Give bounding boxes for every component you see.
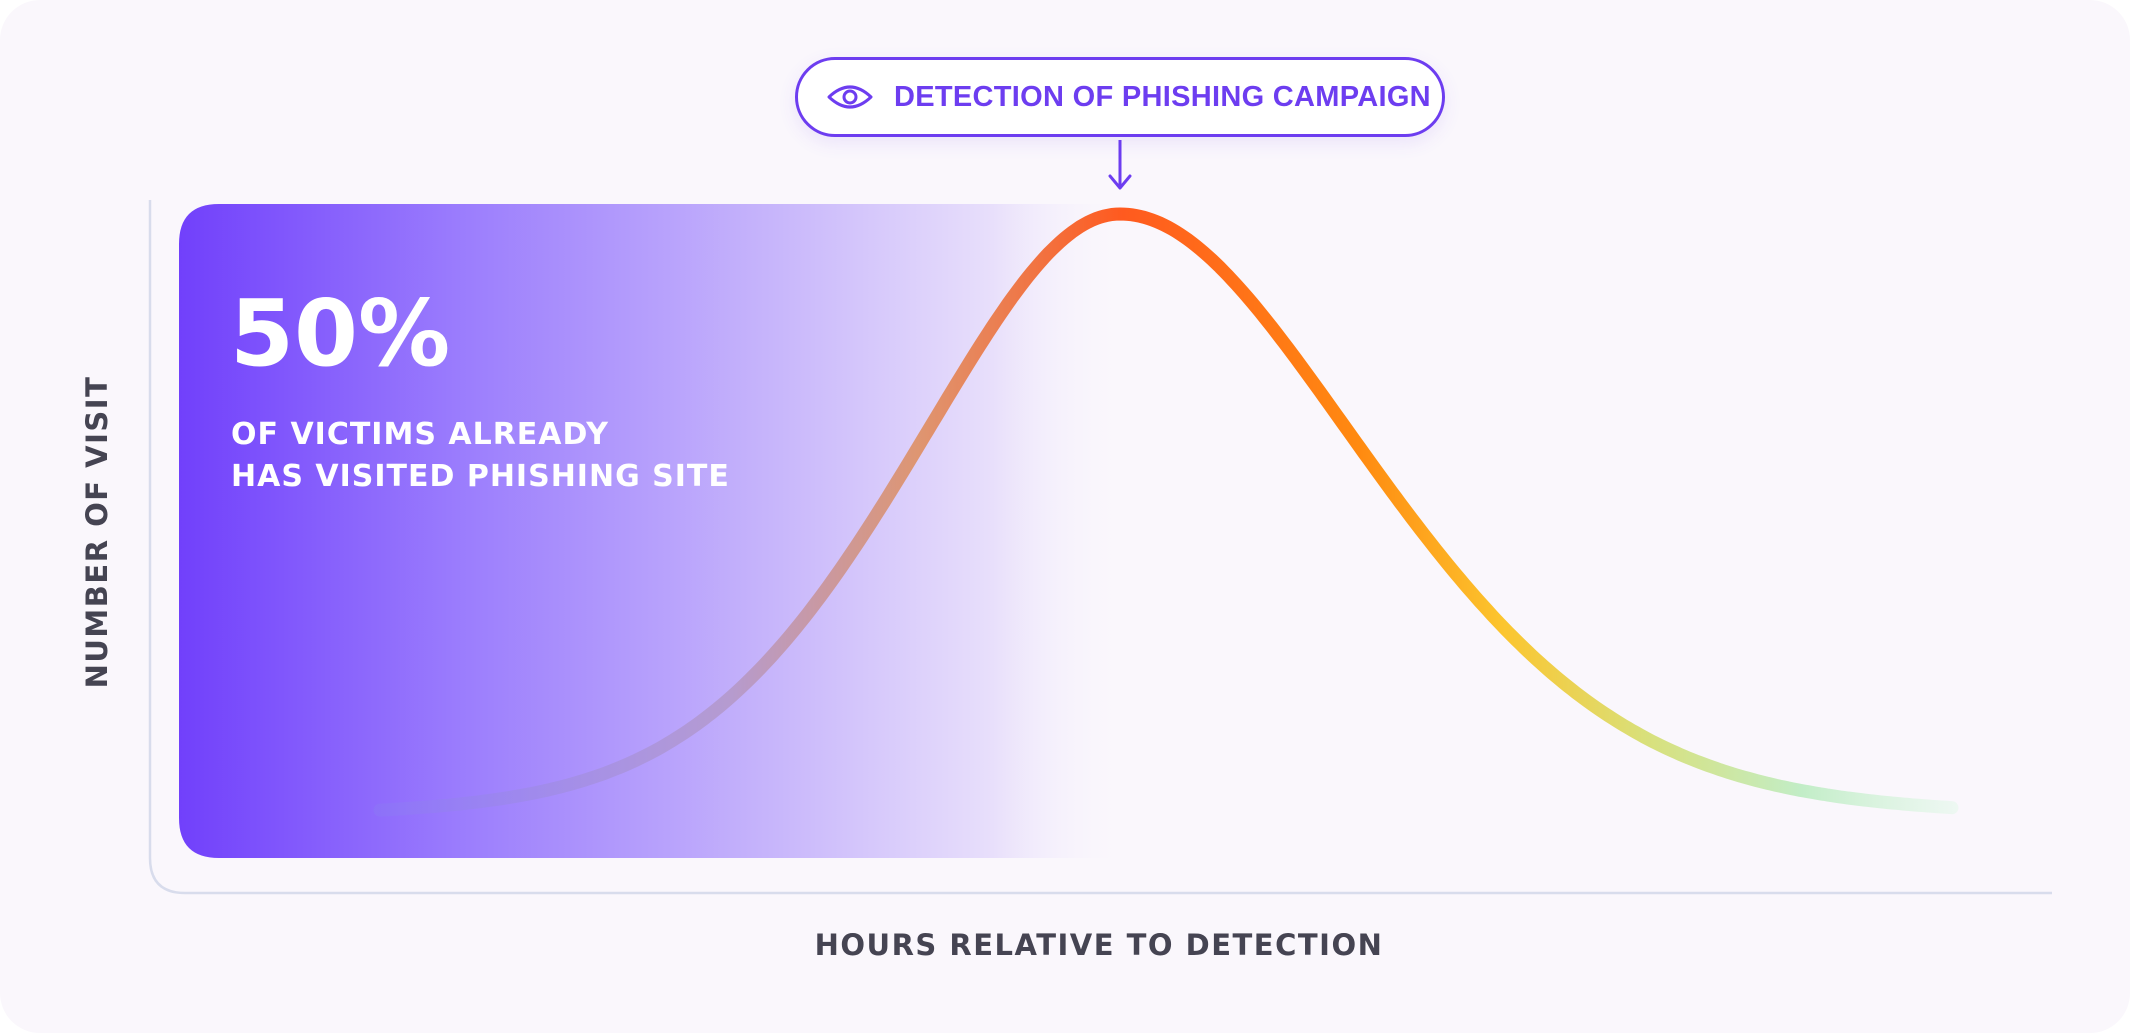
victim-share-value: 50% bbox=[230, 280, 451, 387]
detection-arrow-head bbox=[1108, 174, 1132, 190]
victim-share-caption: OF VICTIMS ALREADY HAS VISITED PHISHING … bbox=[231, 414, 831, 498]
pre-detection-region bbox=[179, 204, 1125, 858]
x-axis-label: HOURS RELATIVE TO DETECTION bbox=[814, 928, 1384, 962]
visit-curve-line bbox=[373, 207, 1959, 817]
axis-frame bbox=[148, 200, 2052, 895]
victim-share-caption-line-1: OF VICTIMS ALREADY bbox=[231, 417, 609, 452]
y-axis-label: NUMBER OF VISIT bbox=[80, 375, 114, 689]
victim-share-caption-line-2: HAS VISITED PHISHING SITE bbox=[231, 459, 730, 494]
detection-callout: DETECTION OF PHISHING CAMPAIGN bbox=[795, 57, 1445, 137]
detection-callout-label: DETECTION OF PHISHING CAMPAIGN bbox=[894, 80, 1431, 113]
eye-icon bbox=[827, 85, 873, 109]
